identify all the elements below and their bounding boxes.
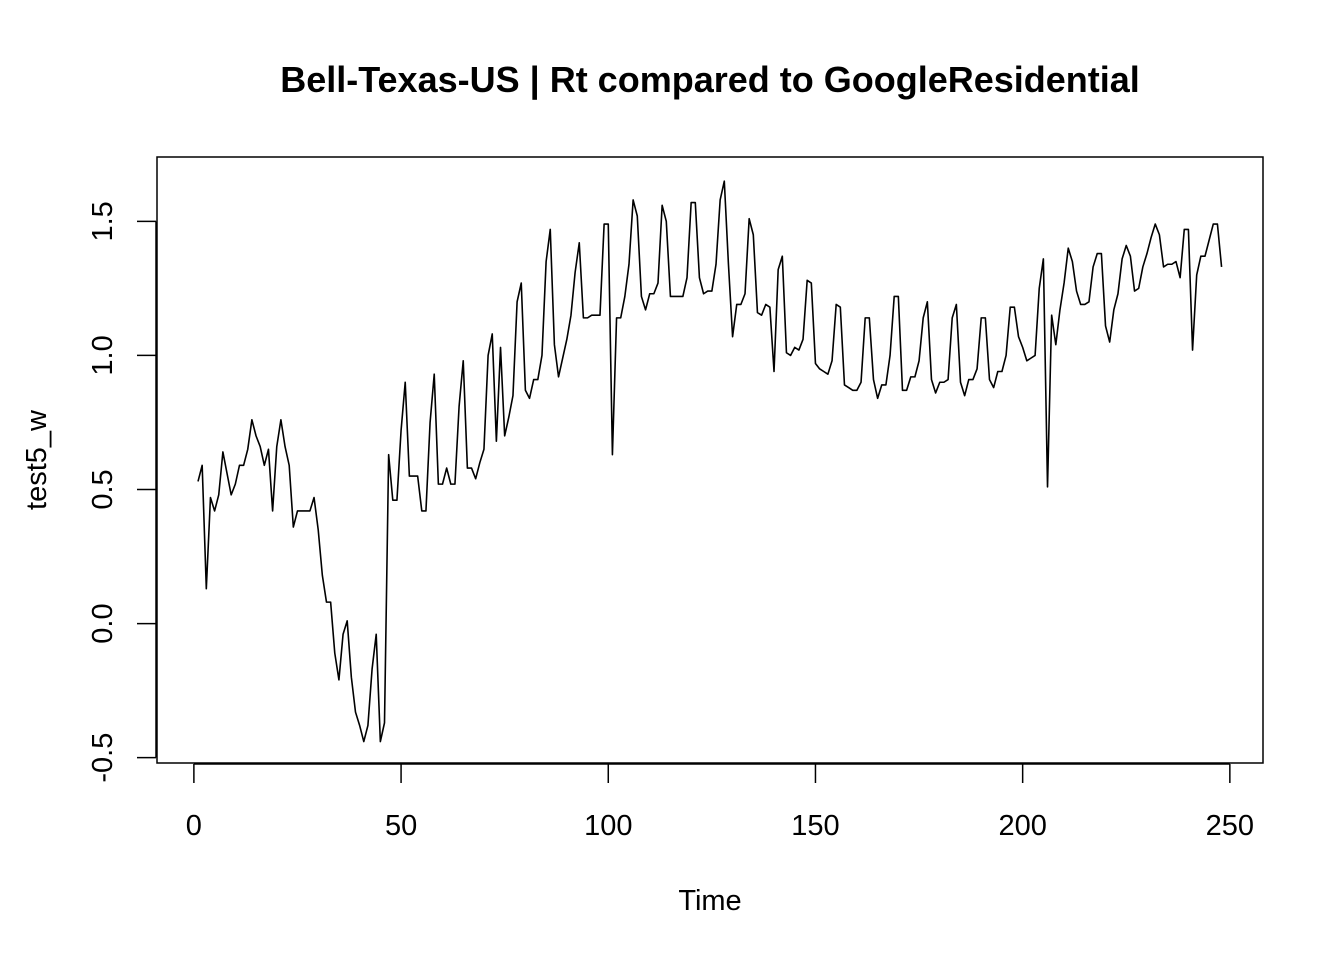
x-tick-label: 100 (584, 810, 632, 842)
y-tick-label: -0.5 (87, 733, 119, 783)
series-line (197, 180, 1223, 743)
x-tick-label: 200 (998, 810, 1046, 842)
x-axis: 0 50 100 150 200 250 (186, 763, 1254, 842)
chart-title: Bell-Texas-US | Rt compared to GoogleRes… (280, 59, 1140, 101)
y-tick-label: 0.0 (87, 603, 119, 643)
y-tick-label: 1.5 (87, 201, 119, 241)
y-tick-label: 0.5 (87, 469, 119, 509)
x-tick-label: 0 (186, 810, 202, 842)
x-tick-label: 50 (385, 810, 417, 842)
y-axis: -0.5 0.0 0.5 1.0 1.5 (87, 201, 157, 783)
y-axis-label: test5_w (21, 409, 53, 510)
y-tick-label: 1.0 (87, 335, 119, 375)
x-axis-label: Time (678, 885, 741, 917)
series-layer (197, 180, 1223, 743)
x-tick-label: 250 (1206, 810, 1254, 842)
plot-frame (156, 156, 1264, 764)
x-tick-label: 150 (791, 810, 839, 842)
